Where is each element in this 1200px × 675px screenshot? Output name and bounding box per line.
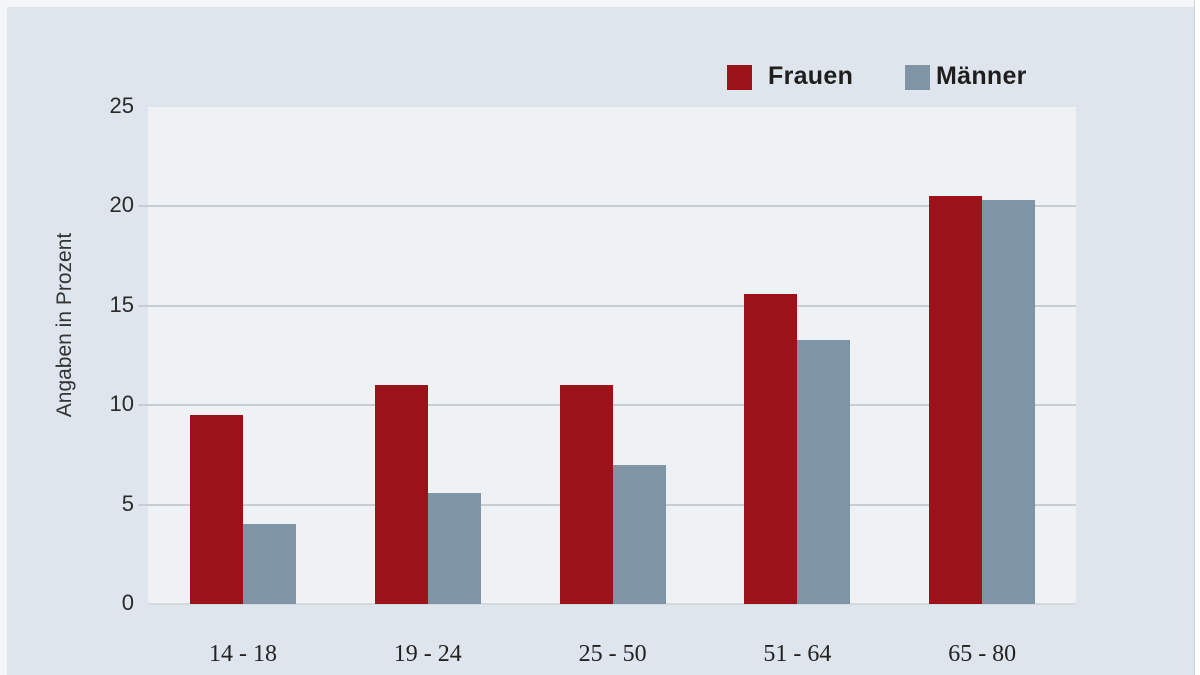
x-tick-label: 14 - 18 bbox=[209, 641, 277, 667]
x-tick-label: 51 - 64 bbox=[763, 641, 832, 667]
y-axis-label: Angaben in Prozent bbox=[53, 232, 76, 418]
y-tick-label: 10 bbox=[109, 391, 134, 417]
bar-frauen bbox=[744, 293, 798, 604]
y-tick-label: 25 bbox=[109, 93, 134, 118]
legend-label-maenner: Männer bbox=[936, 62, 1027, 90]
bar-frauen bbox=[929, 196, 983, 604]
y-tick-label: 5 bbox=[121, 490, 134, 516]
bar-frauen bbox=[374, 385, 428, 604]
y-tick-label: 0 bbox=[121, 590, 134, 615]
bar-frauen bbox=[190, 415, 243, 604]
bar-maenner bbox=[243, 524, 296, 604]
bar-maenner bbox=[612, 464, 666, 604]
y-tick-label: 20 bbox=[109, 192, 134, 218]
legend-swatch-maenner bbox=[905, 65, 930, 90]
x-tick-label: 19 - 24 bbox=[393, 641, 462, 667]
bar-maenner bbox=[982, 200, 1036, 604]
bar-frauen bbox=[559, 385, 613, 604]
gridline bbox=[138, 205, 1076, 208]
y-tick-label: 15 bbox=[109, 291, 134, 317]
legend-label-frauen: Frauen bbox=[768, 62, 854, 90]
bar-maenner bbox=[427, 492, 481, 604]
bar-maenner bbox=[797, 339, 851, 604]
legend-swatch-frauen bbox=[727, 65, 752, 90]
gridline bbox=[138, 304, 1076, 307]
x-tick-label: 65 - 80 bbox=[948, 641, 1017, 667]
x-tick-label: 25 - 50 bbox=[578, 641, 647, 667]
panel-edge bbox=[1194, 0, 1200, 675]
x-axis-baseline bbox=[148, 603, 1076, 605]
